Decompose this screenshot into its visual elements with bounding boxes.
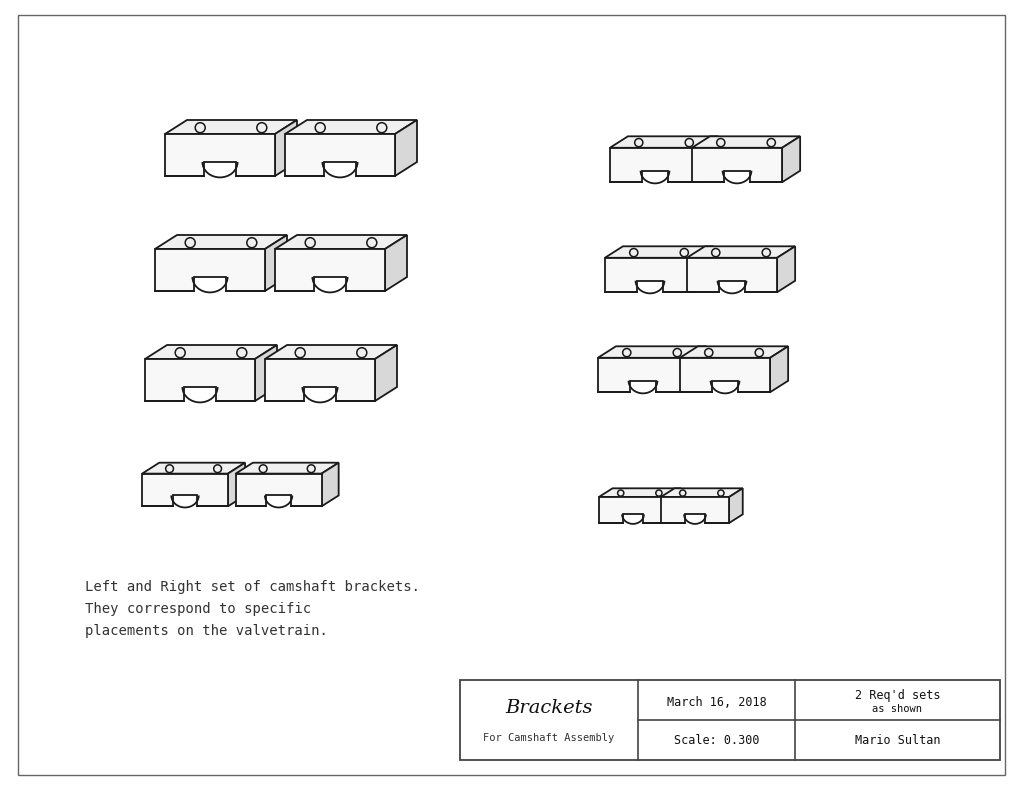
Text: Scale: 0.300: Scale: 0.300 [674,733,759,747]
Text: 2 Req'd sets: 2 Req'd sets [855,690,940,702]
Polygon shape [145,345,278,359]
Polygon shape [667,488,681,523]
Text: Left and Right set of camshaft brackets.: Left and Right set of camshaft brackets. [85,580,420,594]
Text: Brackets: Brackets [506,699,593,717]
Polygon shape [687,258,777,292]
Polygon shape [385,235,407,291]
Text: For Camshaft Assembly: For Camshaft Assembly [483,732,614,743]
Polygon shape [265,345,397,359]
Polygon shape [395,120,417,176]
Polygon shape [695,246,713,292]
Polygon shape [700,136,718,182]
Polygon shape [165,120,297,134]
Polygon shape [610,148,700,182]
Polygon shape [692,148,782,182]
Text: placements on the valvetrain.: placements on the valvetrain. [85,624,328,638]
Polygon shape [275,120,297,176]
Polygon shape [610,136,718,148]
Polygon shape [599,488,681,497]
Polygon shape [599,497,667,523]
Polygon shape [275,235,407,249]
Polygon shape [692,136,800,148]
Polygon shape [680,358,770,392]
Polygon shape [687,246,796,258]
Polygon shape [605,246,713,258]
Polygon shape [375,345,397,401]
Polygon shape [598,346,707,358]
Polygon shape [155,235,287,249]
Polygon shape [322,463,339,506]
Polygon shape [275,249,385,291]
Polygon shape [142,474,228,506]
Polygon shape [142,463,245,474]
Polygon shape [777,246,796,292]
Polygon shape [265,235,287,291]
Polygon shape [680,346,788,358]
Polygon shape [285,134,395,176]
Polygon shape [165,134,275,176]
Polygon shape [255,345,278,401]
Polygon shape [265,359,375,401]
Bar [460,680,1000,760]
Polygon shape [598,358,688,392]
Polygon shape [236,474,322,506]
Polygon shape [605,258,695,292]
Polygon shape [782,136,800,182]
Text: as shown: as shown [872,704,923,713]
Polygon shape [236,463,339,474]
Polygon shape [729,488,742,523]
Polygon shape [145,359,255,401]
Polygon shape [660,488,742,497]
Text: They correspond to specific: They correspond to specific [85,602,311,616]
Polygon shape [770,346,788,392]
Text: March 16, 2018: March 16, 2018 [667,695,766,709]
Text: Mario Sultan: Mario Sultan [855,733,940,747]
Polygon shape [285,120,417,134]
Polygon shape [155,249,265,291]
Polygon shape [660,497,729,523]
Polygon shape [688,346,707,392]
Polygon shape [228,463,245,506]
